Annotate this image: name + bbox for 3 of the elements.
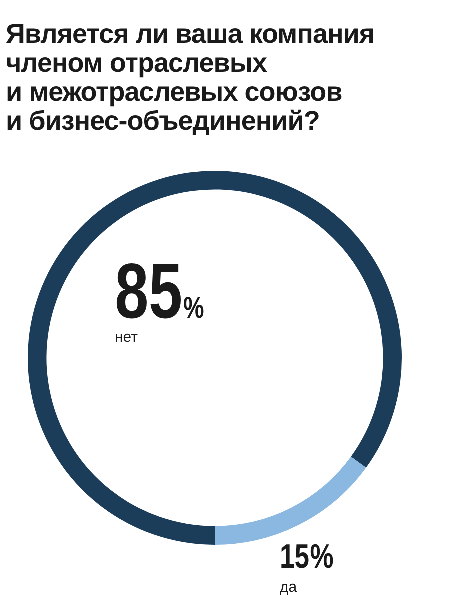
chart-title: Является ли ваша компания членом отраслевых и межотраслевых союзов и бизнес-объединений?	[6, 19, 375, 136]
data-label: 15%	[280, 538, 334, 576]
slice-label: да	[280, 579, 298, 596]
